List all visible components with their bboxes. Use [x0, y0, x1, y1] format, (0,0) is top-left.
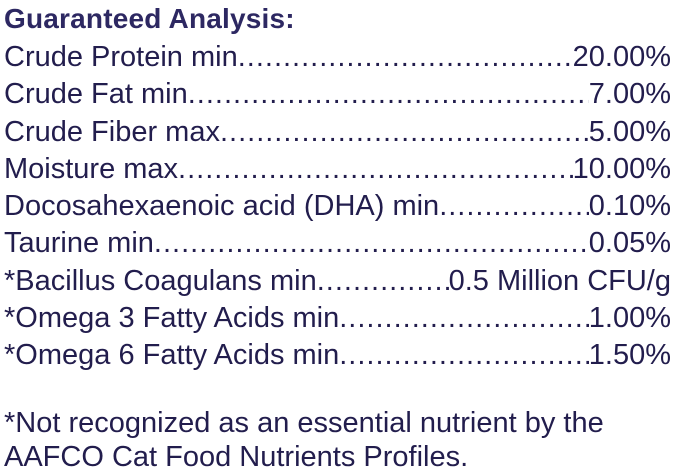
analysis-row: Crude Protein min 20.00%	[4, 39, 671, 76]
guaranteed-analysis-title: Guaranteed Analysis:	[4, 3, 295, 34]
nutrient-value: 1.50%	[588, 339, 671, 372]
analysis-row: *Omega 6 Fatty Acids min 1.50%	[4, 337, 671, 374]
leader-dots	[317, 263, 449, 300]
analysis-row: Docosahexaenoic acid (DHA) min 0.10%	[4, 188, 671, 225]
nutrient-value: 1.00%	[588, 302, 671, 335]
nutrient-label: Crude Protein min	[4, 41, 238, 73]
aafco-footnote: *Not recognized as an essential nutrient…	[4, 406, 671, 474]
nutrient-label: Docosahexaenoic acid (DHA) min	[4, 190, 440, 223]
leader-dots	[154, 225, 589, 262]
nutrient-value: 7.00%	[588, 78, 671, 111]
leader-dots	[439, 188, 589, 225]
analysis-row: *Bacillus Coagulans min 0.5 Million CFU/…	[4, 263, 671, 300]
analysis-row: *Omega 3 Fatty Acids min 1.00%	[4, 300, 671, 337]
leader-dots	[178, 151, 573, 188]
nutrient-value: 5.00%	[588, 115, 671, 148]
nutrient-value: 10.00%	[572, 152, 671, 185]
footnote-line-2: AAFCO Cat Food Nutrients Profiles.	[4, 440, 469, 473]
nutrient-label: Moisture max	[4, 152, 179, 185]
analysis-row: Moisture max 10.00%	[4, 151, 671, 188]
analysis-row: Crude Fat min 7.00%	[4, 76, 671, 113]
leader-dots	[339, 337, 589, 374]
leader-dots	[220, 114, 589, 151]
footnote-line-1: *Not recognized as an essential nutrient…	[4, 406, 604, 439]
nutrient-value: 20.00%	[572, 41, 671, 73]
leader-dots	[238, 39, 573, 76]
analysis-row: Crude Fiber max 5.00%	[4, 114, 671, 151]
analysis-rows: Crude Protein min 20.00% Crude Fat min 7…	[4, 39, 671, 375]
nutrient-value: 0.05%	[588, 227, 671, 260]
analysis-row: Taurine min 0.05%	[4, 225, 671, 262]
nutrient-label: Taurine min	[4, 227, 154, 260]
nutrient-label: *Bacillus Coagulans min	[4, 264, 317, 297]
nutrient-label: *Omega 6 Fatty Acids min	[4, 339, 340, 372]
nutrient-value: 0.10%	[588, 190, 671, 223]
nutrient-label: Crude Fat min	[4, 78, 188, 111]
nutrient-label: *Omega 3 Fatty Acids min	[4, 302, 340, 335]
nutrient-label: Crude Fiber max	[4, 115, 220, 148]
leader-dots	[188, 76, 589, 113]
leader-dots	[339, 300, 589, 337]
nutrient-value: 0.5 Million CFU/g	[448, 264, 671, 297]
